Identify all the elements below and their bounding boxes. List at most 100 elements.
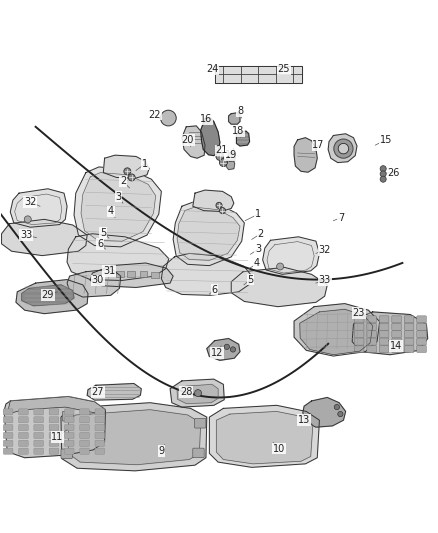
FancyBboxPatch shape	[34, 417, 43, 423]
FancyBboxPatch shape	[194, 418, 206, 428]
Circle shape	[160, 110, 176, 126]
FancyBboxPatch shape	[417, 338, 426, 345]
Polygon shape	[68, 410, 201, 465]
Text: 32: 32	[24, 197, 36, 207]
Text: 27: 27	[92, 387, 104, 397]
FancyBboxPatch shape	[64, 440, 74, 446]
Polygon shape	[177, 207, 240, 261]
FancyBboxPatch shape	[379, 316, 389, 323]
Text: 29: 29	[42, 290, 54, 300]
Circle shape	[380, 171, 386, 177]
Polygon shape	[227, 152, 236, 161]
Bar	[140, 271, 148, 277]
Text: 19: 19	[225, 150, 237, 160]
Polygon shape	[300, 309, 373, 354]
FancyBboxPatch shape	[49, 432, 59, 439]
FancyBboxPatch shape	[354, 316, 364, 323]
Polygon shape	[21, 285, 74, 306]
FancyBboxPatch shape	[64, 409, 74, 415]
Text: 2: 2	[258, 229, 264, 239]
Text: 3: 3	[116, 192, 122, 201]
FancyBboxPatch shape	[64, 448, 74, 454]
FancyBboxPatch shape	[379, 345, 389, 352]
Text: 7: 7	[338, 213, 344, 223]
FancyBboxPatch shape	[80, 432, 89, 439]
FancyBboxPatch shape	[34, 432, 43, 439]
Polygon shape	[90, 263, 173, 287]
Text: 2: 2	[120, 176, 126, 187]
FancyBboxPatch shape	[4, 440, 13, 446]
Polygon shape	[294, 304, 380, 356]
Text: 12: 12	[211, 348, 223, 358]
FancyBboxPatch shape	[64, 432, 74, 439]
Bar	[127, 271, 135, 277]
Polygon shape	[231, 268, 327, 306]
Circle shape	[224, 344, 230, 350]
Polygon shape	[2, 220, 87, 256]
Polygon shape	[215, 66, 302, 83]
Text: 4: 4	[254, 259, 260, 269]
Circle shape	[334, 405, 339, 410]
FancyBboxPatch shape	[80, 440, 89, 446]
Text: 25: 25	[277, 64, 290, 74]
FancyBboxPatch shape	[404, 316, 414, 323]
Polygon shape	[67, 269, 121, 297]
FancyBboxPatch shape	[95, 417, 105, 423]
FancyBboxPatch shape	[80, 409, 89, 415]
FancyBboxPatch shape	[404, 338, 414, 345]
FancyBboxPatch shape	[18, 425, 28, 431]
Text: 1: 1	[142, 159, 148, 169]
Polygon shape	[229, 113, 240, 124]
Polygon shape	[352, 312, 427, 354]
FancyBboxPatch shape	[18, 448, 28, 454]
FancyBboxPatch shape	[417, 316, 426, 323]
Polygon shape	[11, 189, 67, 227]
Polygon shape	[207, 338, 240, 360]
Text: 26: 26	[388, 168, 400, 177]
Text: 6: 6	[97, 239, 103, 249]
Polygon shape	[103, 155, 149, 179]
Polygon shape	[61, 403, 207, 471]
FancyBboxPatch shape	[354, 330, 364, 338]
FancyBboxPatch shape	[367, 330, 376, 338]
FancyBboxPatch shape	[95, 409, 105, 415]
FancyBboxPatch shape	[61, 449, 72, 458]
FancyBboxPatch shape	[62, 411, 74, 421]
Polygon shape	[182, 126, 205, 158]
Text: 11: 11	[51, 432, 64, 442]
FancyBboxPatch shape	[18, 409, 28, 415]
FancyBboxPatch shape	[404, 323, 414, 330]
FancyBboxPatch shape	[367, 316, 376, 323]
FancyBboxPatch shape	[34, 425, 43, 431]
Polygon shape	[67, 234, 169, 280]
Bar	[117, 271, 124, 277]
FancyBboxPatch shape	[379, 330, 389, 338]
FancyBboxPatch shape	[367, 338, 376, 345]
Text: 14: 14	[390, 341, 402, 351]
Text: 18: 18	[232, 126, 244, 136]
Text: 33: 33	[20, 230, 32, 240]
FancyBboxPatch shape	[367, 345, 376, 352]
FancyBboxPatch shape	[80, 448, 89, 454]
Polygon shape	[328, 134, 357, 163]
Polygon shape	[216, 411, 313, 464]
FancyBboxPatch shape	[34, 448, 43, 454]
Polygon shape	[81, 173, 155, 241]
Text: 1: 1	[255, 209, 261, 219]
Text: 5: 5	[100, 228, 106, 238]
FancyBboxPatch shape	[392, 338, 401, 345]
Polygon shape	[226, 160, 235, 169]
Circle shape	[277, 263, 284, 270]
FancyBboxPatch shape	[49, 417, 59, 423]
FancyBboxPatch shape	[4, 448, 13, 454]
Circle shape	[124, 168, 131, 175]
Text: 15: 15	[380, 135, 392, 145]
FancyBboxPatch shape	[49, 409, 59, 415]
FancyBboxPatch shape	[354, 338, 364, 345]
Circle shape	[219, 159, 227, 166]
Bar	[151, 272, 159, 278]
Text: 32: 32	[318, 245, 331, 255]
Polygon shape	[303, 398, 346, 427]
FancyBboxPatch shape	[18, 432, 28, 439]
Text: 28: 28	[180, 387, 192, 397]
